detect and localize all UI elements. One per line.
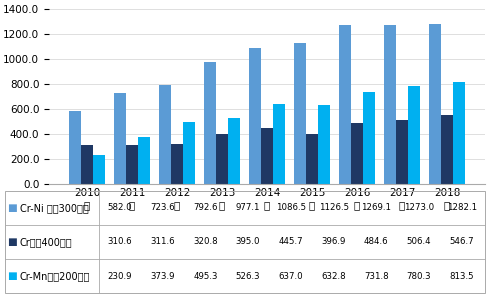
Text: ■: ■: [7, 237, 17, 247]
Text: 311.6: 311.6: [150, 237, 175, 247]
Bar: [306, 134, 318, 184]
Bar: [408, 86, 420, 184]
Bar: [261, 128, 273, 184]
Text: 977.1: 977.1: [236, 203, 260, 213]
Text: 723.6: 723.6: [150, 203, 175, 213]
Text: 310.6: 310.6: [108, 237, 132, 247]
Bar: [69, 111, 81, 184]
Bar: [351, 123, 363, 184]
Bar: [138, 137, 150, 184]
Text: 495.3: 495.3: [193, 271, 218, 281]
Text: 506.4: 506.4: [407, 237, 431, 247]
Bar: [228, 118, 240, 184]
Text: 484.6: 484.6: [364, 237, 389, 247]
Text: 731.8: 731.8: [364, 271, 389, 281]
Text: 792.6: 792.6: [193, 203, 218, 213]
Bar: [396, 120, 408, 184]
Bar: [318, 104, 330, 184]
Bar: [216, 134, 228, 184]
Text: 1126.5: 1126.5: [318, 203, 349, 213]
Text: 1086.5: 1086.5: [276, 203, 306, 213]
Bar: [339, 25, 351, 184]
Bar: [363, 92, 375, 184]
Bar: [126, 145, 138, 184]
Bar: [114, 93, 126, 184]
Bar: [441, 115, 453, 184]
Bar: [183, 122, 196, 184]
Text: 230.9: 230.9: [108, 271, 132, 281]
Bar: [93, 155, 105, 184]
Text: 582.0: 582.0: [108, 203, 132, 213]
Bar: [384, 25, 396, 184]
Text: 320.8: 320.8: [193, 237, 218, 247]
Text: 546.7: 546.7: [449, 237, 474, 247]
Text: 1282.1: 1282.1: [447, 203, 477, 213]
Text: 526.3: 526.3: [236, 271, 260, 281]
Text: 395.0: 395.0: [236, 237, 260, 247]
Text: 632.8: 632.8: [321, 271, 346, 281]
Text: 780.3: 780.3: [407, 271, 431, 281]
Text: 445.7: 445.7: [278, 237, 303, 247]
Text: 1269.1: 1269.1: [361, 203, 392, 213]
Text: Cr-Mn钢（200系）: Cr-Mn钢（200系）: [20, 271, 90, 281]
Bar: [294, 43, 306, 184]
Text: Cr钢（400系）: Cr钢（400系）: [20, 237, 72, 247]
Text: 637.0: 637.0: [278, 271, 303, 281]
Bar: [204, 62, 216, 184]
Bar: [429, 24, 441, 184]
Bar: [171, 144, 183, 184]
Bar: [249, 48, 261, 184]
Bar: [81, 145, 93, 184]
Bar: [159, 85, 171, 184]
Text: 396.9: 396.9: [321, 237, 346, 247]
Text: 373.9: 373.9: [150, 271, 175, 281]
Text: ■: ■: [7, 271, 17, 281]
Text: 1273.0: 1273.0: [404, 203, 434, 213]
Bar: [273, 104, 285, 184]
Text: Cr-Ni 钢（300系）: Cr-Ni 钢（300系）: [20, 203, 88, 213]
Text: ■: ■: [7, 203, 17, 213]
Bar: [453, 82, 465, 184]
Text: 813.5: 813.5: [449, 271, 474, 281]
